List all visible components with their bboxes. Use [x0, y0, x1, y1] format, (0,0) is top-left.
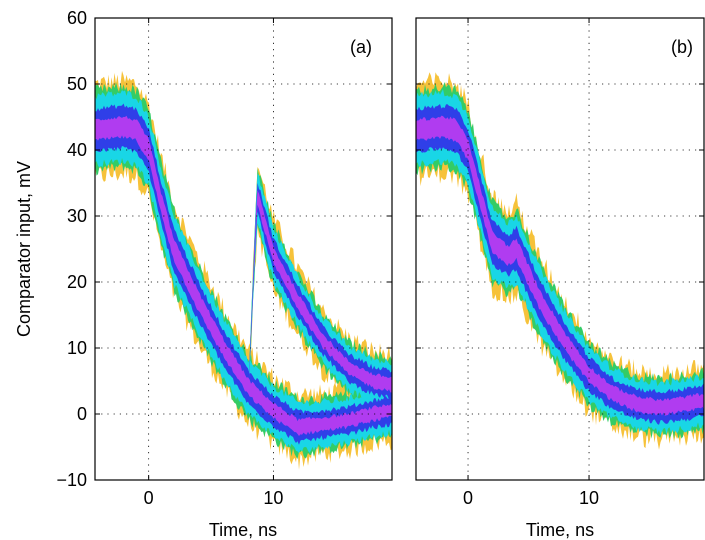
band-magenta-series-1 [95, 115, 392, 437]
grid-lines [95, 18, 392, 480]
x-axis-label-a: Time, ns [209, 520, 277, 540]
y-tick-label: 50 [67, 74, 87, 94]
y-tick-label: 30 [67, 206, 87, 226]
plot-frame [415, 17, 705, 481]
x-tick-label: 0 [463, 488, 473, 508]
panel-a: 0 10 −10 0 10 20 30 40 50 60 (a) Time, ns Compara… [14, 8, 393, 540]
density-bands [95, 70, 392, 470]
y-tick-label: 20 [67, 272, 87, 292]
y-tick-label: 10 [67, 338, 87, 358]
tick-labels: 0 10 [463, 488, 599, 508]
y-tick-label: 60 [67, 8, 87, 28]
panel-b: 0 10 (b) Time, ns [415, 17, 705, 540]
x-tick-label: 0 [144, 488, 154, 508]
tick-labels: 0 10 −10 0 10 20 30 40 50 60 [56, 8, 283, 508]
x-tick-label: 10 [263, 488, 283, 508]
y-axis-label: Comparator input, mV [14, 161, 34, 337]
grid-lines [416, 18, 704, 480]
y-tick-label: −10 [56, 470, 87, 490]
plot-frame [94, 17, 393, 481]
band-magenta-series-2 [248, 190, 392, 393]
x-tick-label: 10 [579, 488, 599, 508]
panel-label-a: (a) [350, 37, 372, 57]
density-bands [416, 72, 704, 450]
panel-label-b: (b) [671, 37, 693, 57]
y-tick-label: 0 [77, 404, 87, 424]
y-tick-label: 40 [67, 140, 87, 160]
x-axis-label-b: Time, ns [526, 520, 594, 540]
tick-marks [416, 17, 704, 481]
tick-marks [95, 17, 392, 481]
band-green-series-2 [248, 168, 392, 415]
